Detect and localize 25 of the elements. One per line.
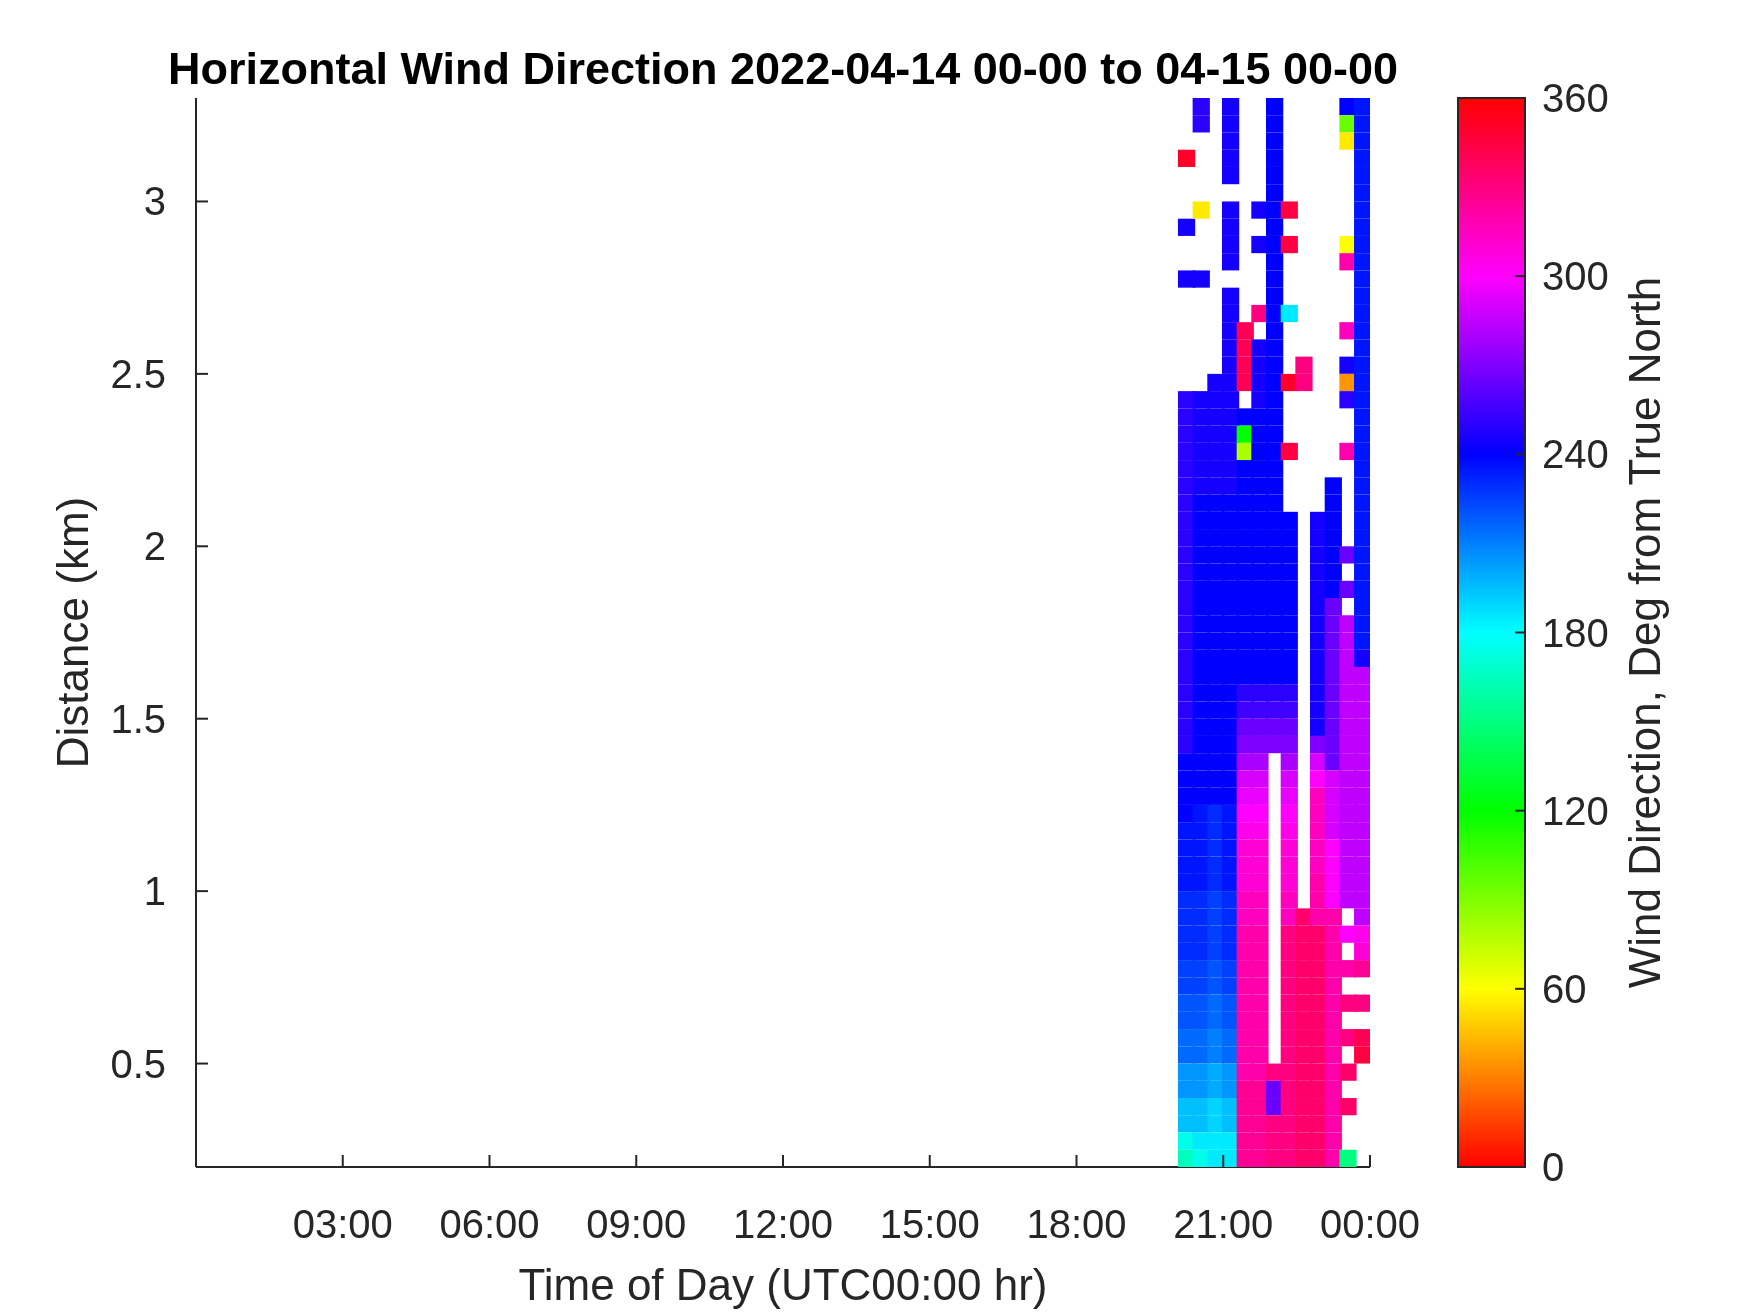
color-bar-label: 0 xyxy=(1542,1145,1565,1189)
y-tick-label: 2.5 xyxy=(110,351,166,396)
x-tick-label: 09:00 xyxy=(586,1202,687,1246)
y-tick-label: 1.5 xyxy=(110,696,166,741)
color-bar-label: 300 xyxy=(1542,254,1609,299)
y-axis-title: Distance (km) xyxy=(47,496,97,769)
x-tick-label: 03:00 xyxy=(292,1202,393,1246)
color-bar-title: Wind Direction, Deg from True North xyxy=(1619,276,1669,989)
x-tick-label: 06:00 xyxy=(439,1202,540,1246)
x-tick-label: 12:00 xyxy=(732,1202,834,1246)
x-tick-label: 21:00 xyxy=(1173,1202,1274,1246)
color-bar-label: 60 xyxy=(1542,966,1587,1011)
x-tick-label: 15:00 xyxy=(879,1202,980,1246)
x-tick-label: 18:00 xyxy=(1026,1202,1127,1246)
y-tick-label: 2 xyxy=(143,524,166,569)
color-bar-label: 240 xyxy=(1542,432,1609,477)
y-tick-label: 3 xyxy=(143,179,166,224)
color-bar-label: 360 xyxy=(1542,76,1609,120)
chart-title: Horizontal Wind Direction 2022-04-14 00-00 to 04-15 00-00 xyxy=(167,43,1399,94)
y-tick-label: 0.5 xyxy=(110,1041,166,1086)
x-tick-label: 00:00 xyxy=(1319,1202,1421,1246)
color-bar-label: 180 xyxy=(1542,610,1609,655)
x-axis-title: Time of Day (UTC00:00 hr) xyxy=(518,1259,1048,1309)
y-tick-label: 1 xyxy=(143,869,166,914)
color-bar-label: 120 xyxy=(1542,788,1609,833)
